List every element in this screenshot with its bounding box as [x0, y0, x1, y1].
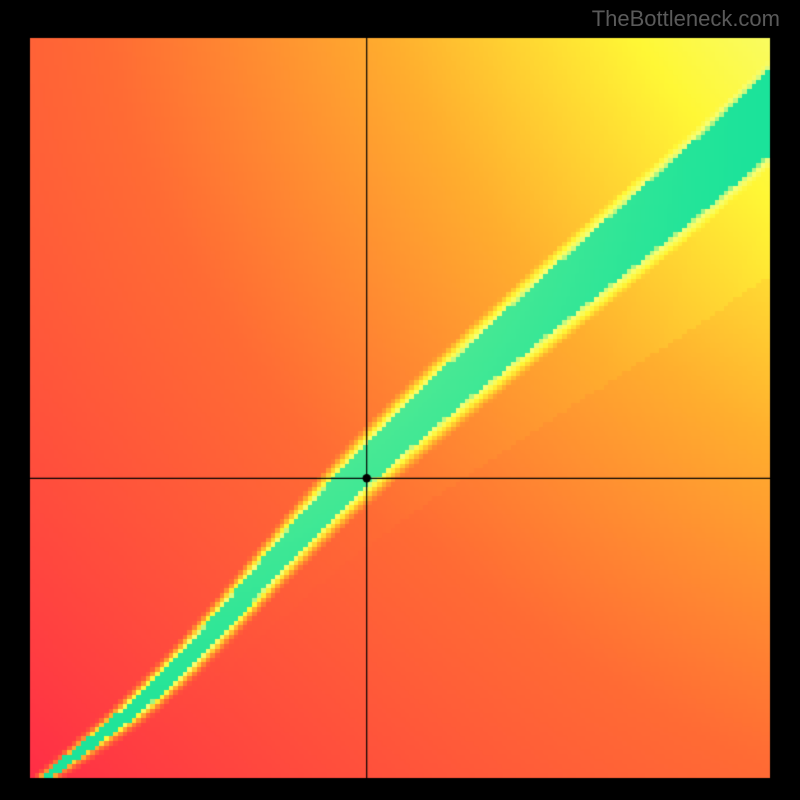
bottleneck-heatmap-canvas [0, 0, 800, 800]
chart-container: TheBottleneck.com [0, 0, 800, 800]
watermark-text: TheBottleneck.com [592, 6, 780, 32]
